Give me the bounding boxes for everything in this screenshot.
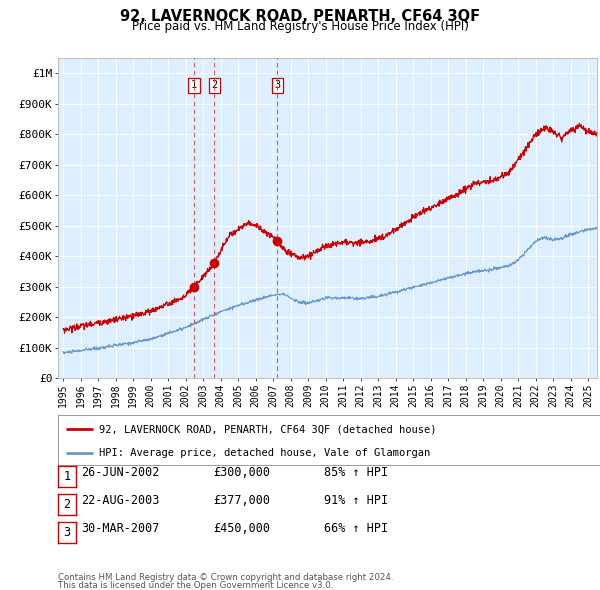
Text: 3: 3 <box>64 526 71 539</box>
Text: 1: 1 <box>64 470 71 483</box>
Text: £300,000: £300,000 <box>213 466 270 478</box>
Text: 2: 2 <box>64 497 71 510</box>
Text: 1: 1 <box>191 80 197 90</box>
Text: £450,000: £450,000 <box>213 522 270 535</box>
Text: 26-JUN-2002: 26-JUN-2002 <box>81 466 159 478</box>
Text: 92, LAVERNOCK ROAD, PENARTH, CF64 3QF: 92, LAVERNOCK ROAD, PENARTH, CF64 3QF <box>120 9 480 24</box>
Text: 30-MAR-2007: 30-MAR-2007 <box>81 522 159 535</box>
Text: This data is licensed under the Open Government Licence v3.0.: This data is licensed under the Open Gov… <box>58 581 334 590</box>
Text: 22-AUG-2003: 22-AUG-2003 <box>81 493 159 506</box>
Text: 3: 3 <box>274 80 281 90</box>
Text: Contains HM Land Registry data © Crown copyright and database right 2024.: Contains HM Land Registry data © Crown c… <box>58 572 394 582</box>
Text: HPI: Average price, detached house, Vale of Glamorgan: HPI: Average price, detached house, Vale… <box>99 447 430 457</box>
Text: 92, LAVERNOCK ROAD, PENARTH, CF64 3QF (detached house): 92, LAVERNOCK ROAD, PENARTH, CF64 3QF (d… <box>99 424 436 434</box>
Text: Price paid vs. HM Land Registry's House Price Index (HPI): Price paid vs. HM Land Registry's House … <box>131 20 469 33</box>
Text: 2: 2 <box>211 80 218 90</box>
Text: 66% ↑ HPI: 66% ↑ HPI <box>324 522 388 535</box>
Text: 91% ↑ HPI: 91% ↑ HPI <box>324 493 388 506</box>
Text: 85% ↑ HPI: 85% ↑ HPI <box>324 466 388 478</box>
Text: £377,000: £377,000 <box>213 493 270 506</box>
